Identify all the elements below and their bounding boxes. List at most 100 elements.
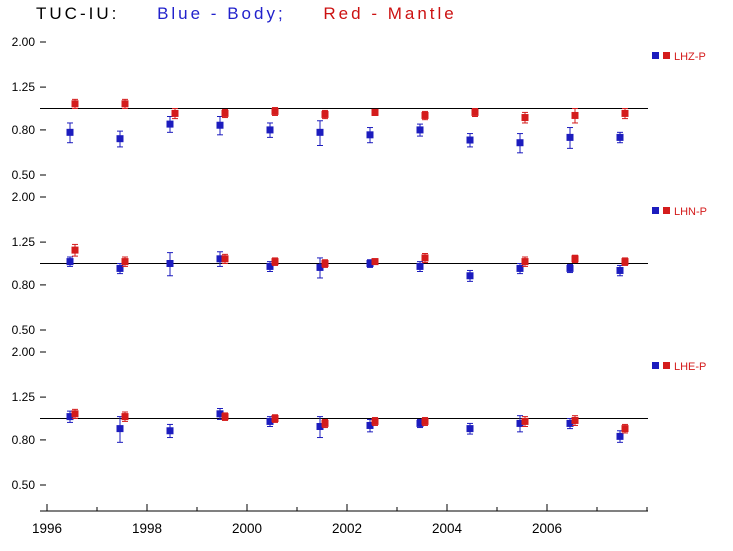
red-marker	[71, 410, 79, 418]
red-marker	[621, 425, 629, 433]
blue-marker	[466, 272, 474, 280]
red-marker	[621, 258, 629, 266]
blue-marker	[216, 255, 224, 263]
blue-marker	[116, 135, 124, 143]
red-marker	[321, 419, 329, 427]
blue-marker	[116, 425, 124, 433]
red-marker	[121, 258, 129, 266]
blue-marker	[366, 260, 374, 267]
x-tick-label: 2004	[432, 521, 463, 536]
red-marker	[221, 413, 229, 421]
red-marker	[571, 255, 579, 263]
blue-marker	[316, 422, 324, 430]
blue-marker	[66, 128, 74, 136]
y-tick-label: 1.25	[12, 235, 36, 249]
plot-title: TUC-IU: Blue - Body; Red - Mantle	[36, 4, 487, 24]
red-marker	[521, 258, 529, 266]
y-tick-label: 0.50	[12, 168, 36, 182]
blue-marker	[366, 421, 374, 429]
blue-marker	[266, 262, 274, 270]
red-marker	[271, 415, 279, 422]
blue-marker	[266, 417, 274, 425]
legend-label: LHZ-P	[674, 51, 706, 63]
blue-marker	[316, 263, 324, 271]
red-marker	[421, 417, 429, 425]
y-tick-label: 0.80	[12, 433, 36, 447]
red-marker	[521, 114, 529, 122]
red-marker	[221, 255, 229, 263]
blue-marker	[216, 121, 224, 129]
mantle-series-label: Red - Mantle	[323, 4, 457, 23]
blue-marker	[66, 258, 74, 266]
y-tick-label: 2.00	[12, 35, 36, 49]
legend-blue-swatch	[652, 52, 659, 59]
red-marker	[321, 110, 329, 118]
red-marker	[271, 258, 279, 266]
blue-marker	[316, 128, 324, 136]
y-tick-label: 0.80	[12, 278, 36, 292]
red-marker	[321, 260, 329, 267]
y-tick-label: 0.50	[12, 323, 36, 337]
blue-marker	[416, 126, 424, 134]
red-marker	[271, 107, 279, 115]
legend-label: LHN-P	[674, 206, 707, 218]
blue-marker	[416, 419, 424, 427]
red-marker	[221, 109, 229, 117]
y-tick-label: 1.25	[12, 390, 36, 404]
blue-marker	[566, 419, 574, 427]
red-marker	[121, 413, 129, 421]
blue-marker	[516, 139, 524, 147]
y-tick-label: 2.00	[12, 345, 36, 359]
x-tick-label: 2002	[332, 521, 362, 536]
red-marker	[371, 108, 379, 116]
blue-marker	[616, 266, 624, 274]
legend-red-swatch	[663, 52, 670, 59]
red-marker	[71, 100, 79, 108]
body-series-label: Blue - Body;	[157, 4, 286, 23]
blue-marker	[66, 413, 74, 421]
red-marker	[71, 246, 79, 254]
legend-red-swatch	[663, 207, 670, 214]
blue-marker	[266, 126, 274, 134]
red-marker	[571, 111, 579, 119]
legend-red-swatch	[663, 362, 670, 369]
blue-marker	[466, 136, 474, 144]
red-marker	[571, 416, 579, 424]
blue-marker	[516, 419, 524, 427]
blue-marker	[416, 262, 424, 270]
y-tick-label: 2.00	[12, 190, 36, 204]
blue-marker	[516, 264, 524, 272]
y-tick-label: 1.25	[12, 80, 36, 94]
red-marker	[121, 100, 129, 108]
blue-marker	[166, 427, 174, 435]
legend-label: LHE-P	[674, 361, 706, 373]
red-marker	[371, 258, 379, 266]
blue-marker	[466, 425, 474, 433]
red-marker	[171, 109, 179, 117]
blue-marker	[166, 260, 174, 267]
red-marker	[621, 109, 629, 117]
y-tick-label: 0.50	[12, 478, 36, 492]
station-label: TUC-IU:	[36, 4, 120, 23]
blue-marker	[166, 120, 174, 128]
legend-blue-swatch	[652, 207, 659, 214]
red-marker	[421, 254, 429, 262]
blue-marker	[566, 133, 574, 141]
legend-blue-swatch	[652, 362, 659, 369]
blue-marker	[566, 264, 574, 272]
blue-marker	[616, 432, 624, 440]
x-tick-label: 1996	[32, 521, 62, 536]
red-marker	[421, 111, 429, 119]
red-marker	[371, 417, 379, 425]
y-tick-label: 0.80	[12, 123, 36, 137]
x-tick-label: 2000	[232, 521, 262, 536]
x-tick-label: 2006	[532, 521, 562, 536]
red-marker	[521, 417, 529, 425]
blue-marker	[216, 410, 224, 418]
x-tick-label: 1998	[132, 521, 162, 536]
blue-marker	[616, 133, 624, 141]
red-marker	[471, 108, 479, 116]
blue-marker	[116, 264, 124, 272]
